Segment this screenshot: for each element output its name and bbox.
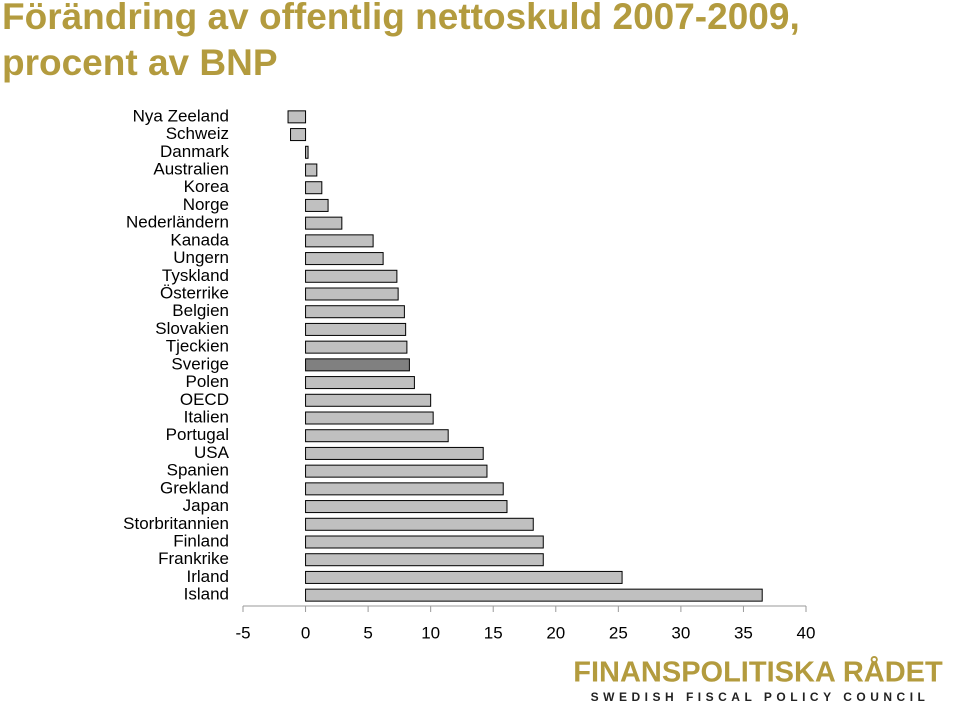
y-tick-label: Nederländern [126,213,229,232]
y-tick-label: Storbritannien [123,514,229,533]
bar [305,535,544,549]
x-tick-label: 10 [421,623,440,642]
bar [305,588,763,602]
bar [305,340,408,354]
bar [305,287,399,301]
y-tick-label: Tyskland [162,266,229,285]
bar [305,553,544,567]
bar [305,234,374,248]
y-tick-label: Portugal [166,425,229,444]
bar [305,163,318,177]
y-tick-label: Kanada [170,230,229,249]
x-tick-label: 40 [797,623,816,642]
bar [305,305,405,319]
y-tick-label: Schweiz [166,124,229,143]
x-tick-label: 15 [484,623,503,642]
y-tick-label: Nya Zeeland [133,106,229,125]
bar [305,269,398,283]
bar [305,252,384,266]
y-tick-label: Spanien [167,461,229,480]
x-tick-label: 35 [734,623,753,642]
bar [305,517,534,531]
x-tick-label: 20 [546,623,565,642]
bar [305,181,323,195]
logo-subtitle: SWEDISH FISCAL POLICY COUNCIL [591,690,930,704]
bar [305,482,504,496]
x-tick-label: -5 [235,623,250,642]
y-tick-label: Italien [184,407,229,426]
bar [305,198,329,212]
bar [305,570,623,584]
y-tick-label: Norge [183,195,229,214]
y-tick-label: Australien [153,159,229,178]
y-tick-label: Sverige [171,354,229,373]
bar [287,110,307,124]
bar [305,429,449,443]
y-tick-label: Grekland [160,478,229,497]
y-tick-label: Finland [173,531,229,550]
bar [305,322,407,336]
chart-title: Förändring av offentlig nettoskuld 2007-… [2,0,800,83]
x-tick-label: 5 [363,623,372,642]
y-tick-label: Korea [184,177,230,196]
y-tick-label: Frankrike [158,549,229,568]
bar [305,500,508,514]
x-tick-label: 30 [671,623,690,642]
y-tick-label: Tjeckien [166,337,229,356]
y-tick-label: Ungern [173,248,229,267]
bar [305,446,484,460]
y-tick-label: Polen [186,372,229,391]
bar [305,358,410,372]
x-tick-label: 0 [301,623,310,642]
y-tick-label: Irland [186,567,229,586]
y-tick-label: Danmark [160,142,229,161]
x-tick-label: 25 [609,623,628,642]
y-tick-label: Island [184,585,229,604]
bar [290,128,307,142]
y-tick-label: Belgien [172,301,229,320]
bar [305,393,432,407]
y-tick-label: Japan [183,496,229,515]
bar [305,376,415,390]
y-tick-label: Österrike [160,283,229,302]
bar [305,464,488,478]
y-tick-label: OECD [180,390,229,409]
y-tick-label: Slovakien [155,319,229,338]
bar [305,145,309,159]
logo-name: FINANSPOLITISKA RÅDET [573,656,943,689]
bar [305,216,343,230]
bar [305,411,434,425]
y-tick-label: USA [194,443,230,462]
